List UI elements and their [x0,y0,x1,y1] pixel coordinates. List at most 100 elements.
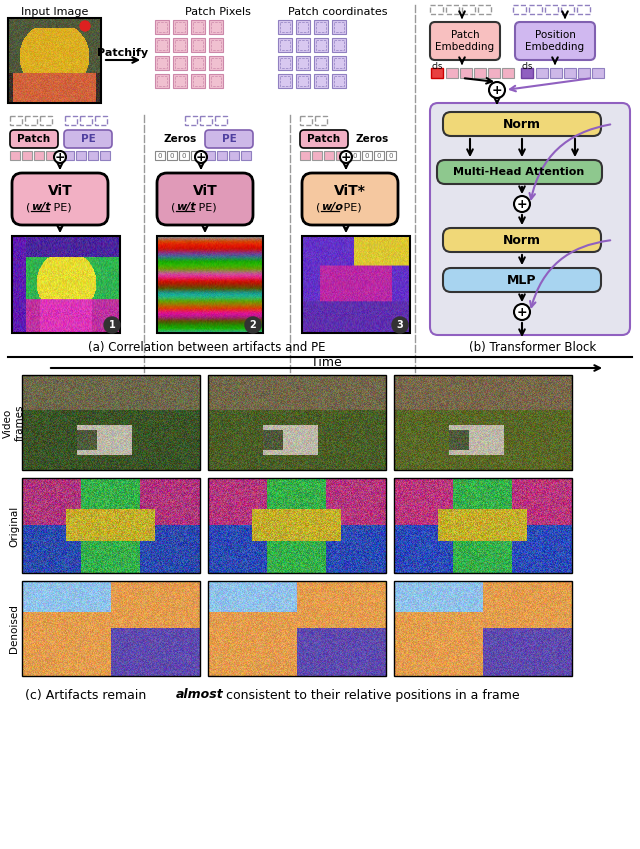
FancyBboxPatch shape [515,22,595,60]
Bar [431,68,443,78]
Bar [315,116,327,125]
Bar [100,151,110,160]
Bar [241,151,251,160]
Bar [65,116,77,125]
Bar [22,478,200,573]
Bar [394,478,572,573]
Bar [64,151,74,160]
Bar [316,76,326,86]
Bar [564,68,576,78]
FancyBboxPatch shape [10,130,58,148]
Text: Patch
Embedding: Patch Embedding [435,31,495,52]
Bar [296,38,310,52]
Bar [211,58,221,68]
Bar [529,5,542,14]
Bar [298,22,308,32]
Bar [175,40,185,50]
Circle shape [514,196,530,212]
Bar [22,151,32,160]
Text: (b) Transformer Block: (b) Transformer Block [469,340,596,353]
Bar [545,5,558,14]
Bar [316,40,326,50]
Text: Patch Pixels: Patch Pixels [185,7,251,17]
Text: +: + [340,150,351,164]
Bar [278,56,292,70]
Bar [211,22,221,32]
Text: (c) Artifacts remain: (c) Artifacts remain [25,689,150,701]
Text: +: + [54,150,65,164]
Bar [208,375,386,470]
Bar [40,116,52,125]
Text: Multi-Head Attention: Multi-Head Attention [453,167,584,177]
Bar [280,58,290,68]
Bar [155,38,169,52]
FancyBboxPatch shape [430,22,500,60]
Text: consistent to their relative positions in a frame: consistent to their relative positions i… [222,689,520,701]
Bar [22,375,200,470]
Bar [157,236,263,333]
Text: cls: cls [521,61,532,70]
Bar [173,20,187,34]
Circle shape [54,151,66,163]
Text: +: + [196,150,206,164]
Bar [278,74,292,88]
Bar [550,68,562,78]
Bar [314,56,328,70]
Bar [193,22,203,32]
Bar [46,151,56,160]
Bar [157,58,167,68]
Text: 0: 0 [365,153,369,159]
Bar [179,151,189,160]
Circle shape [489,82,505,98]
Bar [302,236,410,333]
Bar [324,151,334,160]
Bar [10,151,20,160]
Bar [209,20,223,34]
Bar [332,20,346,34]
Text: 0: 0 [377,153,381,159]
Bar [280,76,290,86]
Bar [12,236,120,333]
Bar [155,74,169,88]
Bar [209,38,223,52]
Bar [191,74,205,88]
Bar [592,68,604,78]
Text: 0: 0 [182,153,186,159]
Bar [229,151,239,160]
Text: (: ( [26,202,30,212]
Bar [25,116,37,125]
Bar [278,20,292,34]
Bar [350,151,360,160]
Bar [332,74,346,88]
Text: Patch: Patch [307,134,340,144]
Circle shape [104,317,120,333]
Bar [191,38,205,52]
Bar [208,478,386,573]
Bar [80,116,92,125]
Text: Original: Original [9,505,19,547]
FancyBboxPatch shape [437,160,602,184]
Text: 0: 0 [194,153,198,159]
FancyBboxPatch shape [443,268,601,292]
FancyBboxPatch shape [12,173,108,225]
FancyBboxPatch shape [64,130,112,148]
Bar [334,76,344,86]
Text: (: ( [171,202,175,212]
Circle shape [392,317,408,333]
Bar [155,20,169,34]
Text: 0: 0 [353,153,357,159]
Bar [474,68,486,78]
Text: (: ( [316,202,321,212]
Text: Denoised: Denoised [9,604,19,654]
Text: MLP: MLP [508,273,537,286]
Bar [513,5,526,14]
Bar [191,151,201,160]
Bar [296,74,310,88]
Bar [157,22,167,32]
Text: +: + [492,83,502,97]
Bar [374,151,384,160]
Circle shape [245,317,261,333]
Bar [157,40,167,50]
Bar [191,56,205,70]
Bar [173,74,187,88]
